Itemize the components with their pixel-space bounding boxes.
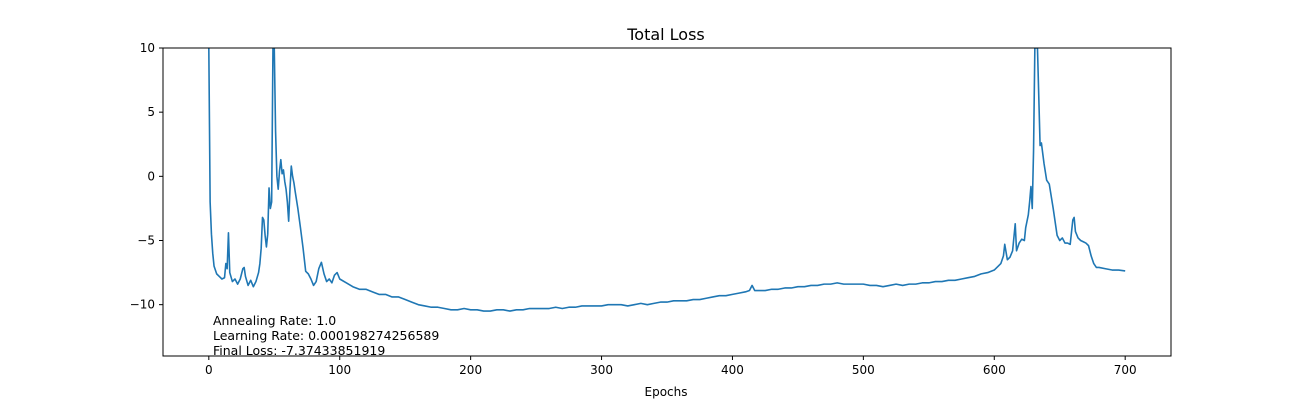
loss-series-line [208, 48, 1126, 312]
annotation-learning-rate: Learning Rate: 0.000198274256589 [213, 328, 439, 343]
x-tick-label: 300 [590, 363, 613, 377]
x-tick-label: 700 [1114, 363, 1137, 377]
x-tick-label: 500 [852, 363, 875, 377]
plot-frame [162, 47, 1172, 357]
x-axis: 0 100 200 300 400 500 600 700 [205, 356, 1137, 377]
y-tick-label: −10 [130, 298, 155, 312]
x-tick-label: 0 [205, 363, 213, 377]
y-axis: −10 −5 0 5 10 [130, 41, 163, 312]
y-tick-label: 5 [147, 105, 155, 119]
x-tick-label: 200 [459, 363, 482, 377]
x-tick-label: 400 [721, 363, 744, 377]
plot-area [208, 48, 1126, 312]
chart-title: Total Loss [626, 25, 705, 44]
y-tick-label: 0 [147, 169, 155, 183]
annotation-annealing-rate: Annealing Rate: 1.0 [213, 313, 336, 328]
x-axis-label: Epochs [645, 385, 688, 399]
annotation-final-loss: Final Loss: -7.37433851919 [213, 343, 385, 358]
y-tick-label: −5 [137, 234, 155, 248]
x-tick-label: 100 [328, 363, 351, 377]
y-tick-label: 10 [140, 41, 155, 55]
x-tick-label: 600 [983, 363, 1006, 377]
annotation-box: Annealing Rate: 1.0 Learning Rate: 0.000… [213, 313, 439, 358]
